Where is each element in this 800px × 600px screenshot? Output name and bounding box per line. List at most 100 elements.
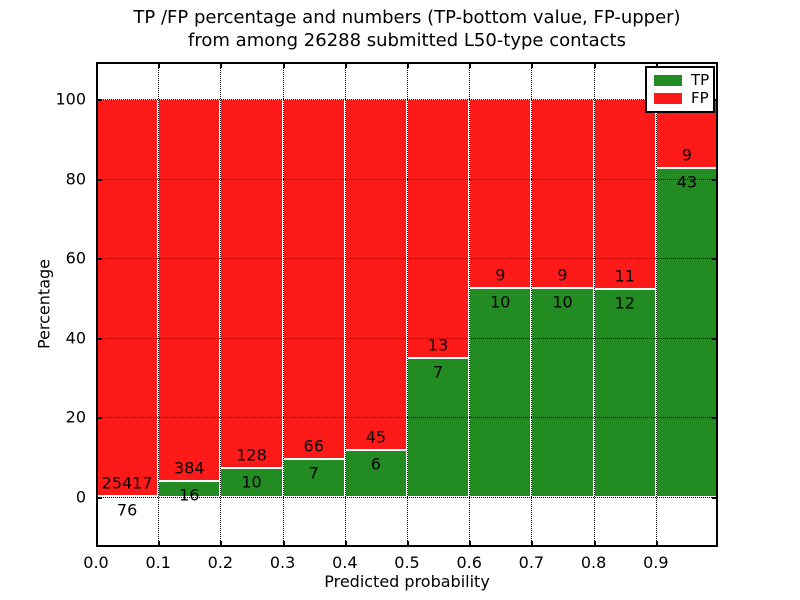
y-tick-right: [712, 496, 718, 499]
legend-row: TP: [654, 70, 710, 89]
bar-count-label-fp: 66: [303, 436, 324, 456]
x-gridline: [531, 62, 533, 547]
x-tick-label: 0.7: [518, 553, 545, 572]
bar-count-label-tp: 10: [490, 292, 511, 312]
bar-count-label-tp: 12: [614, 293, 635, 313]
y-tick: [96, 258, 102, 261]
y-gridline: [96, 417, 718, 419]
x-gridline: [469, 62, 471, 547]
bar-segment-tp: [344, 450, 407, 497]
y-tick-label: 100: [55, 89, 86, 109]
bar-count-label-fp: 9: [495, 265, 506, 285]
legend-row: FP: [654, 89, 709, 108]
x-tick-label: 0.4: [332, 553, 358, 572]
annotations-layer: 25417 76 384 16 128 10 66 7 45 6 13 7 9 10 9 10 11 12 9 43: [96, 62, 718, 547]
x-axis-label: Predicted probability: [324, 572, 490, 591]
x-tick: [407, 541, 409, 547]
x-tick: [96, 541, 98, 547]
bar-count-label-tp: 7: [308, 463, 319, 483]
bar-count-label-tp: 6: [370, 454, 381, 474]
legend-label: TP: [691, 70, 710, 89]
x-tick-label: 0.2: [207, 553, 234, 572]
bar-segment-tp: [655, 168, 718, 497]
y-tick-right: [712, 178, 718, 181]
bar-segment-fp: [531, 99, 594, 288]
bar-segment-tp: [531, 287, 594, 497]
x-gridline: [407, 62, 408, 547]
x-tick-top: [531, 62, 534, 68]
bar-count-label-fp: 25417: [101, 473, 153, 493]
y-tick: [96, 99, 102, 102]
x-tick-top: [344, 62, 347, 68]
bar-count-label-fp: 11: [614, 266, 635, 286]
fp-legend-swatch: [654, 93, 682, 105]
bar-segment-fp: [593, 99, 656, 290]
bar-segment-tp: [407, 357, 470, 497]
y-gridline: [96, 178, 718, 180]
bar-count-label-fp: 45: [365, 427, 387, 447]
x-tick: [469, 541, 472, 547]
y-tick: [96, 178, 102, 181]
y-tick-label: 40: [65, 328, 86, 348]
y-tick: [96, 417, 102, 420]
bar-count-label-fp: 9: [681, 145, 692, 165]
x-tick-label: 0.6: [456, 553, 482, 572]
legend: TP FP: [645, 66, 715, 113]
bar-count-label-tp: 7: [433, 362, 444, 382]
x-tick-top: [655, 62, 658, 68]
bar-count-label-tp: 10: [241, 472, 262, 492]
bar-count-label-fp: 9: [557, 265, 568, 285]
bar-count-label-tp: 16: [179, 485, 200, 505]
y-tick-right: [712, 337, 718, 340]
y-tick: [96, 337, 102, 340]
y-tick-label: 20: [65, 407, 86, 427]
bar-count-label-fp: 384: [174, 458, 205, 478]
legend-label: FP: [691, 89, 709, 108]
x-tick-label: 0.1: [145, 553, 171, 572]
tp-legend-swatch: [654, 74, 682, 86]
x-tick: [282, 541, 285, 547]
x-tick-top: [407, 62, 409, 68]
x-tick: [344, 541, 347, 547]
plot-area: 25417 76 384 16 128 10 66 7 45 6 13 7 9 10 9 10 11 12 9 43 …: [96, 62, 718, 547]
x-tick-label: 0.5: [394, 553, 420, 572]
x-tick-top: [282, 62, 285, 68]
x-tick-label: 0.0: [83, 553, 109, 572]
y-axis-label: Percentage: [34, 258, 54, 350]
y-gridline: [96, 258, 718, 260]
x-tick: [531, 541, 534, 547]
chart-title-line2: from among 26288 submitted L50-type cont…: [188, 30, 626, 51]
x-gridline: [344, 62, 346, 547]
y-gridline: [96, 99, 718, 101]
x-tick-top: [158, 62, 161, 68]
bar-count-label-tp: 43: [676, 172, 698, 192]
x-gridline: [220, 62, 222, 547]
x-gridline: [593, 62, 595, 547]
x-gridline: [282, 62, 284, 547]
ticks-layer: [96, 62, 718, 547]
x-tick-label: 0.8: [580, 553, 607, 572]
x-tick-label: 0.9: [643, 553, 669, 572]
x-tick-label: 0.3: [269, 553, 296, 572]
y-tick-label: 80: [65, 169, 86, 189]
x-tick: [158, 541, 161, 547]
y-gridline: [96, 496, 718, 498]
bar-count-label-tp: 10: [552, 292, 573, 312]
bar-segment-tp: [593, 289, 656, 497]
y-tick-right: [712, 258, 718, 261]
chart-title-line1: TP /FP percentage and numbers (TP-bottom…: [133, 7, 681, 28]
bar-count-label-tp: 76: [116, 500, 138, 520]
x-tick-top: [469, 62, 472, 68]
x-gridline: [655, 62, 657, 547]
bar-segment-fp: [407, 99, 470, 358]
x-tick: [655, 541, 658, 547]
bar-count-label-fp: 128: [236, 445, 267, 465]
y-tick-right: [712, 417, 718, 420]
chart-title: TP /FP percentage and numbers (TP-bottom…: [96, 6, 718, 52]
x-tick-top: [220, 62, 223, 68]
y-tick-label: 60: [65, 248, 86, 268]
bars-layer: [96, 62, 718, 547]
x-tick-top: [96, 62, 98, 68]
y-tick: [96, 496, 102, 499]
